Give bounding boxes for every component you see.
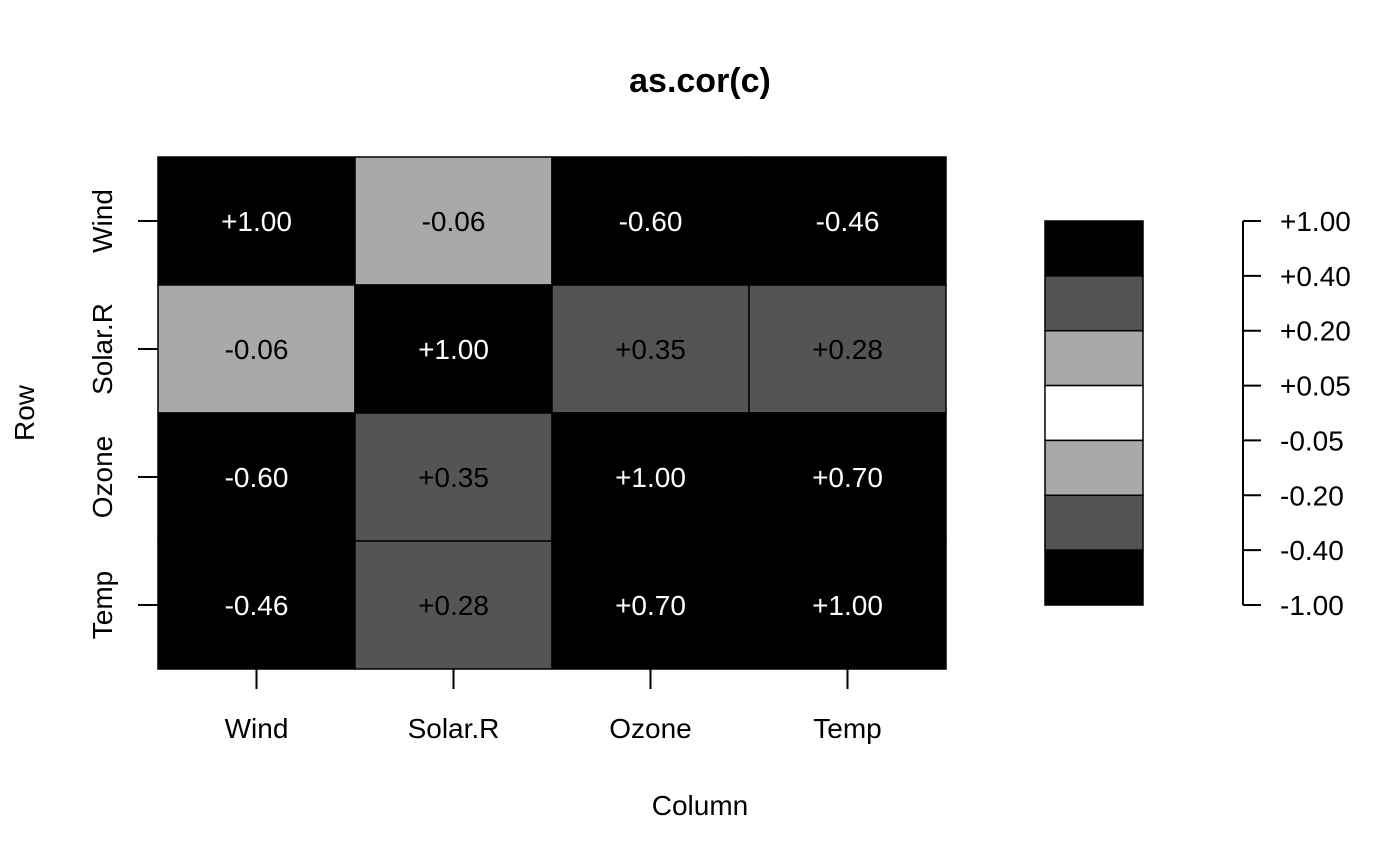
color-key-label: +1.00 (1280, 206, 1351, 237)
cell-value-label: -0.60 (619, 206, 683, 237)
chart-title: as.cor(c) (629, 62, 771, 100)
color-key-swatch (1044, 439, 1144, 497)
cell-value-label: +0.28 (812, 334, 883, 365)
cell-value-label: +1.00 (418, 334, 489, 365)
heatmap-cells: +1.00 -0.06 -0.60 -0.46 -0.06 +1.00 +0.35 +0.28… (157, 156, 947, 670)
x-tick-label: Solar.R (408, 713, 500, 744)
x-tick-label: Wind (225, 713, 289, 744)
cell-value-label: +0.70 (615, 590, 686, 621)
color-key-swatch (1044, 275, 1144, 332)
y-tick-label: Temp (87, 571, 118, 639)
cell-value-label: -0.06 (422, 206, 486, 237)
heatmap-cell (748, 540, 947, 670)
x-axis-label: Column (652, 790, 748, 821)
color-key-label: -1.00 (1280, 590, 1344, 621)
heatmap-cell (157, 156, 356, 286)
color-key-label: +0.05 (1280, 371, 1351, 402)
color-key-swatch (1044, 220, 1144, 277)
cell-value-label: +0.28 (418, 590, 489, 621)
heatmap-cell (748, 412, 947, 542)
color-key-label: -0.05 (1280, 425, 1344, 456)
color-key-swatch (1044, 384, 1144, 442)
color-key-swatch (1044, 549, 1144, 606)
color-key-label: +0.20 (1280, 316, 1351, 347)
heatmap-cell (157, 540, 356, 670)
x-axis: Wind Solar.R Ozone Temp (225, 669, 882, 744)
heatmap-cell (354, 284, 553, 414)
cell-value-label: +1.00 (221, 206, 292, 237)
color-key-swatch (1044, 494, 1144, 551)
heatmap-cell (354, 540, 553, 670)
cell-value-label: -0.46 (816, 206, 880, 237)
y-axis: Wind Solar.R Ozone Temp (87, 189, 158, 639)
cell-value-label: +0.35 (418, 462, 489, 493)
color-key: +1.00 +0.40 +0.20 +0.05 -0.05 -0.20 -0.40 -1.00 (1044, 206, 1351, 621)
cell-value-label: -0.60 (225, 462, 289, 493)
color-key-label: +0.40 (1280, 261, 1351, 292)
cell-value-label: +1.00 (615, 462, 686, 493)
heatmap-cell (551, 540, 750, 670)
heatmap-cell (354, 156, 553, 286)
heatmap-cell (157, 284, 356, 414)
y-tick-label: Wind (87, 189, 118, 253)
cell-value-label: +0.35 (615, 334, 686, 365)
color-key-label: -0.20 (1280, 480, 1344, 511)
heatmap-cell (551, 156, 750, 286)
cell-value-label: -0.06 (225, 334, 289, 365)
color-key-swatch (1044, 329, 1144, 387)
y-axis-label: Row (9, 384, 40, 441)
y-tick-label: Solar.R (87, 303, 118, 395)
cell-value-label: +0.70 (812, 462, 883, 493)
color-key-label: -0.40 (1280, 535, 1344, 566)
cell-value-label: -0.46 (225, 590, 289, 621)
heatmap-cell (748, 156, 947, 286)
heatmap-cell (748, 284, 947, 414)
cell-value-label: +1.00 (812, 590, 883, 621)
heatmap-cell (354, 412, 553, 542)
y-tick-label: Ozone (87, 436, 118, 519)
x-tick-label: Ozone (609, 713, 692, 744)
x-tick-label: Temp (813, 713, 881, 744)
